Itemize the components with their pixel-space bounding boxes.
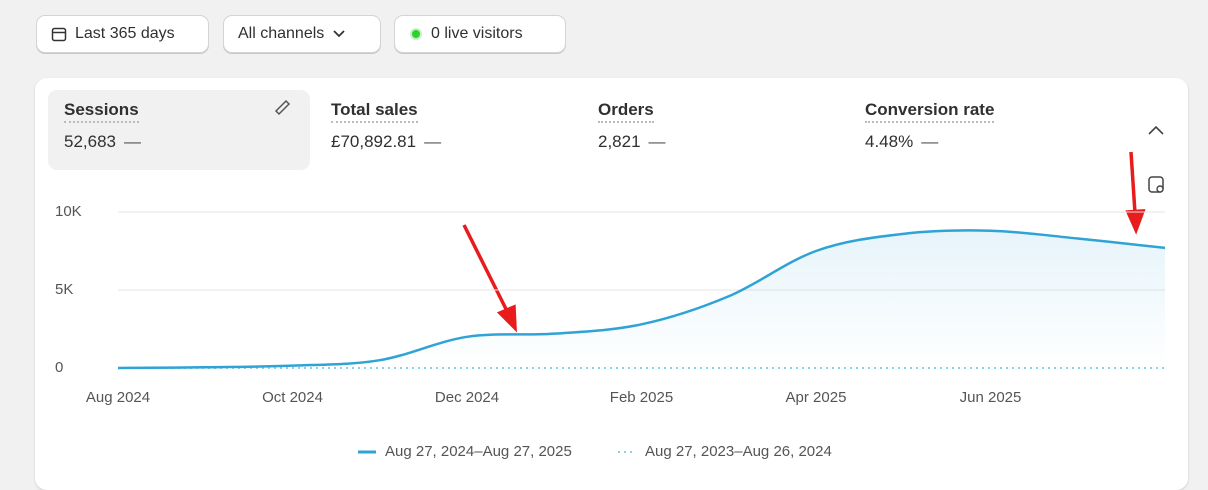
- metric-label: Orders: [598, 100, 654, 123]
- y-tick-label: 10K: [55, 203, 82, 220]
- legend-label: Aug 27, 2023–Aug 26, 2024: [645, 443, 832, 460]
- x-tick-label: Aug 2024: [86, 389, 150, 406]
- metric-tile[interactable]: Conversion rate 4.48% —: [849, 90, 1111, 170]
- metric-change: —: [921, 132, 939, 151]
- channels-button[interactable]: All channels: [223, 15, 381, 53]
- metric-value: 2,821: [598, 132, 641, 151]
- x-tick-label: Jun 2025: [960, 389, 1022, 406]
- metric-label-wrap: Total sales: [331, 100, 561, 123]
- annotation-arrow: [1125, 151, 1146, 235]
- metric-value-wrap: 4.48% —: [865, 132, 1095, 152]
- x-tick-label: Dec 2024: [435, 389, 499, 406]
- metric-label: Total sales: [331, 100, 418, 123]
- date-range-text: Last 365 days: [75, 25, 175, 42]
- metric-value-wrap: 52,683 —: [64, 132, 294, 152]
- date-range-button[interactable]: Last 365 days: [36, 15, 209, 53]
- legend-label: Aug 27, 2024–Aug 27, 2025: [385, 443, 572, 460]
- metric-label-wrap: Sessions: [64, 100, 294, 123]
- metric-change: —: [424, 132, 442, 151]
- metric-value: 4.48%: [865, 132, 914, 151]
- metric-value: 52,683: [64, 132, 116, 151]
- metric-label-wrap: Orders: [598, 100, 828, 123]
- metric-value-wrap: 2,821 —: [598, 132, 828, 152]
- metric-value: £70,892.81: [331, 132, 417, 151]
- calendar-icon: [51, 27, 67, 42]
- live-visitors-button[interactable]: 0 live visitors: [394, 15, 566, 53]
- metric-label-wrap: Conversion rate: [865, 100, 1095, 123]
- series-line: [117, 229, 1166, 370]
- x-tick-label: Apr 2025: [786, 389, 847, 406]
- live-visitors-text: 0 live visitors: [431, 25, 523, 42]
- y-tick-label: 0: [55, 359, 63, 376]
- y-tick-label: 5K: [55, 281, 73, 298]
- metric-tile[interactable]: Orders 2,821 —: [582, 90, 844, 170]
- metric-change: —: [124, 132, 141, 151]
- chevron-down: [333, 30, 345, 38]
- x-tick-label: Feb 2025: [610, 389, 673, 406]
- metric-change: —: [648, 132, 666, 151]
- chart-options-icon[interactable]: [1148, 176, 1164, 193]
- live-dot: [410, 28, 422, 40]
- metric-tile[interactable]: Total sales £70,892.81 —: [315, 90, 577, 170]
- metric-tile[interactable]: Sessions 52,683 —: [48, 90, 310, 170]
- collapse-icon[interactable]: [1148, 125, 1164, 135]
- channels-text: All channels: [238, 25, 325, 42]
- series-area: [118, 230, 1165, 368]
- metric-label: Conversion rate: [865, 100, 995, 123]
- metric-value-wrap: £70,892.81 —: [331, 132, 561, 152]
- annotation-arrow: [462, 224, 517, 333]
- x-tick-label: Oct 2024: [262, 389, 323, 406]
- edit-icon[interactable]: [274, 99, 291, 116]
- metric-label: Sessions: [64, 100, 139, 123]
